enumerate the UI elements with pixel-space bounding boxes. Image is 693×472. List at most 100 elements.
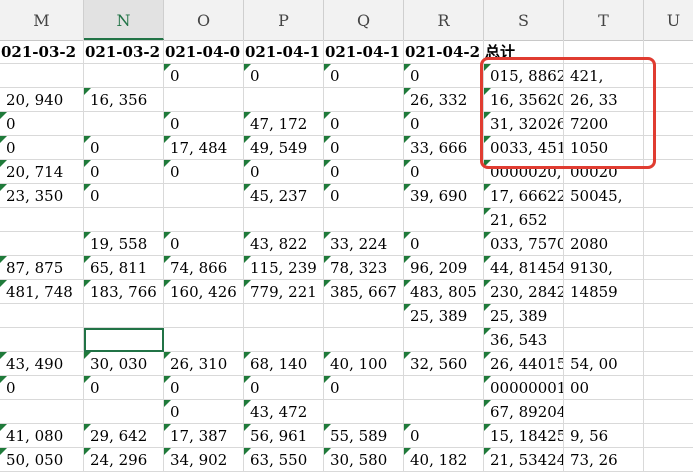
table-cell[interactable]: 26, 310 xyxy=(164,352,244,376)
table-cell[interactable]: 44, 81454, 062105, 55 xyxy=(484,256,564,280)
table-cell[interactable]: 36, 543 xyxy=(484,328,564,352)
table-cell[interactable]: 15, 18425, 06952, 4235 xyxy=(484,424,564,448)
table-cell[interactable] xyxy=(324,304,404,328)
table-cell[interactable]: 40, 100 xyxy=(324,352,404,376)
table-cell[interactable]: 421, xyxy=(564,64,644,88)
table-cell[interactable] xyxy=(324,88,404,112)
table-cell[interactable] xyxy=(644,208,693,232)
table-cell[interactable]: 68, 140 xyxy=(244,352,324,376)
table-cell[interactable] xyxy=(644,112,693,136)
column-header-q[interactable]: Q xyxy=(324,0,404,40)
table-cell[interactable] xyxy=(164,328,244,352)
table-cell[interactable]: 0 xyxy=(164,232,244,256)
table-cell[interactable]: 34, 902 xyxy=(164,448,244,472)
table-cell[interactable] xyxy=(404,400,484,424)
table-cell[interactable]: 483, 805 xyxy=(404,280,484,304)
table-cell[interactable]: 87, 875 xyxy=(0,256,84,280)
table-cell[interactable]: 74, 866 xyxy=(164,256,244,280)
table-cell[interactable]: 7200 xyxy=(564,112,644,136)
table-cell[interactable] xyxy=(644,232,693,256)
table-cell[interactable]: 0 xyxy=(324,136,404,160)
table-cell[interactable]: 0 xyxy=(84,136,164,160)
table-cell[interactable]: 0 xyxy=(324,160,404,184)
table-cell[interactable]: 78, 323 xyxy=(324,256,404,280)
table-cell[interactable] xyxy=(644,184,693,208)
table-cell[interactable]: 33, 666 xyxy=(404,136,484,160)
column-header-s[interactable]: S xyxy=(484,0,564,40)
table-cell[interactable] xyxy=(84,64,164,88)
table-cell[interactable]: 9130, xyxy=(564,256,644,280)
table-cell[interactable] xyxy=(644,376,693,400)
column-header-u[interactable]: U xyxy=(644,0,693,40)
table-cell[interactable]: 24, 296 xyxy=(84,448,164,472)
table-cell[interactable]: 0 xyxy=(244,160,324,184)
table-cell[interactable]: 1050 xyxy=(564,136,644,160)
table-cell[interactable] xyxy=(644,160,693,184)
table-cell[interactable]: 14859 xyxy=(564,280,644,304)
table-cell[interactable]: 26, 33 xyxy=(564,88,644,112)
table-cell[interactable]: 29, 642 xyxy=(84,424,164,448)
column-header-r[interactable]: R xyxy=(404,0,484,40)
table-cell[interactable]: 56, 961 xyxy=(244,424,324,448)
table-cell[interactable]: 0 xyxy=(164,400,244,424)
table-cell[interactable]: 0 xyxy=(164,112,244,136)
table-cell[interactable] xyxy=(164,88,244,112)
table-cell[interactable]: 0 xyxy=(164,160,244,184)
table-cell[interactable]: 47, 172 xyxy=(244,112,324,136)
table-cell[interactable] xyxy=(404,376,484,400)
table-cell[interactable]: 73, 26 xyxy=(564,448,644,472)
table-cell[interactable] xyxy=(84,328,164,352)
column-header-m[interactable]: M xyxy=(0,0,84,40)
table-cell[interactable]: 0 xyxy=(404,424,484,448)
header-cell[interactable]: 021-04-1 xyxy=(324,40,404,64)
table-cell[interactable] xyxy=(644,88,693,112)
table-cell[interactable] xyxy=(644,328,693,352)
table-cell[interactable]: 45, 237 xyxy=(244,184,324,208)
table-cell[interactable] xyxy=(644,256,693,280)
table-cell[interactable]: 16, 356 xyxy=(84,88,164,112)
table-cell[interactable]: 0 xyxy=(0,112,84,136)
table-cell[interactable] xyxy=(324,400,404,424)
table-cell[interactable] xyxy=(0,232,84,256)
table-cell[interactable]: 0 xyxy=(84,184,164,208)
table-cell[interactable]: 30, 030 xyxy=(84,352,164,376)
table-cell[interactable]: 000000015, 6580000000 xyxy=(484,376,564,400)
table-cell[interactable] xyxy=(0,64,84,88)
table-cell[interactable] xyxy=(564,328,644,352)
table-cell[interactable] xyxy=(84,208,164,232)
header-cell[interactable]: 021-04-2 xyxy=(404,40,484,64)
table-cell[interactable]: 2080 xyxy=(564,232,644,256)
column-header-p[interactable]: P xyxy=(244,0,324,40)
table-cell[interactable]: 17, 387 xyxy=(164,424,244,448)
table-cell[interactable]: 25, 389 xyxy=(404,304,484,328)
table-cell[interactable] xyxy=(564,304,644,328)
column-header-n[interactable]: N xyxy=(84,0,164,40)
header-cell[interactable]: 总计 xyxy=(484,40,564,64)
table-cell[interactable]: 40, 182 xyxy=(404,448,484,472)
table-cell[interactable]: 25, 389 xyxy=(484,304,564,328)
table-cell[interactable]: 17, 66622, 925023, 3 xyxy=(484,184,564,208)
table-cell[interactable]: 0000020, 93521, 3000 xyxy=(484,160,564,184)
table-cell[interactable]: 160, 426 xyxy=(164,280,244,304)
table-cell[interactable]: 21, 652 xyxy=(484,208,564,232)
table-cell[interactable]: 779, 221 xyxy=(244,280,324,304)
table-cell[interactable] xyxy=(0,208,84,232)
table-cell[interactable] xyxy=(0,328,84,352)
table-cell[interactable]: 9, 56 xyxy=(564,424,644,448)
header-cell[interactable]: 021-04-1 xyxy=(244,40,324,64)
table-cell[interactable]: 033, 757045, 2980027, xyxy=(484,232,564,256)
table-cell[interactable]: 0 xyxy=(404,64,484,88)
table-cell[interactable]: 481, 748 xyxy=(0,280,84,304)
table-cell[interactable]: 30, 580 xyxy=(324,448,404,472)
table-cell[interactable] xyxy=(644,136,693,160)
table-cell[interactable]: 50, 050 xyxy=(0,448,84,472)
header-cell[interactable] xyxy=(564,40,644,64)
table-cell[interactable] xyxy=(644,352,693,376)
table-cell[interactable]: 43, 822 xyxy=(244,232,324,256)
table-cell[interactable]: 0 xyxy=(164,64,244,88)
header-cell[interactable]: 021-03-2 xyxy=(0,40,84,64)
table-cell[interactable]: 0 xyxy=(84,376,164,400)
table-cell[interactable]: 0033, 4510038, 90431 xyxy=(484,136,564,160)
table-cell[interactable] xyxy=(0,400,84,424)
